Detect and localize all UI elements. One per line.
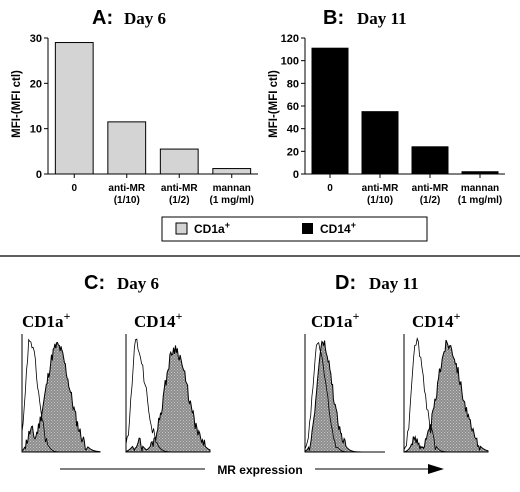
panel-d-title: Day 11 bbox=[369, 274, 419, 293]
chart-a-bar bbox=[212, 168, 252, 175]
chart-a-xtick-sublabel: (1/2) bbox=[169, 195, 190, 206]
chart-a-ytick-label: 10 bbox=[30, 124, 42, 136]
histogram-group bbox=[21, 334, 489, 453]
hist-c-cd1a-filled-histogram bbox=[21, 341, 101, 453]
panel-c-letter: C: bbox=[84, 272, 105, 294]
chart-b-xtick-label: mannan bbox=[461, 183, 499, 194]
chart-a-xtick-sublabel: (1 mg/ml) bbox=[210, 195, 254, 206]
legend-swatch-cd1a bbox=[175, 222, 188, 235]
mr-expression-arrowhead bbox=[428, 464, 444, 474]
legend: CD1a+ CD14+ bbox=[161, 216, 428, 242]
chart-b-bar bbox=[361, 111, 399, 175]
hist-label-c-cd14: CD14+ bbox=[134, 309, 183, 331]
chart-b-ytick-label: 80 bbox=[287, 78, 299, 90]
chart-b-ytick-label: 100 bbox=[281, 56, 299, 68]
chart-a-xtick-label: anti-MR bbox=[108, 183, 145, 194]
chart-a-xtick-sublabel: (1/10) bbox=[114, 195, 140, 206]
chart-b-bar bbox=[411, 146, 449, 175]
mr-expression-label-bg bbox=[205, 460, 315, 478]
chart-b-ylabel: MFI-(MFI ctl) bbox=[268, 70, 280, 138]
panel-b-letter: B: bbox=[323, 7, 344, 29]
chart-a-xtick-label: mannan bbox=[213, 183, 251, 194]
chart-b-xtick-label: 0 bbox=[327, 183, 333, 194]
chart-a-xtick-label: anti-MR bbox=[161, 183, 198, 194]
chart-a-bar bbox=[54, 42, 94, 175]
chart-b-xtick-sublabel: (1 mg/ml) bbox=[458, 195, 502, 206]
chart-b-bar bbox=[461, 171, 499, 175]
hist-c-cd14-filled-histogram bbox=[125, 345, 211, 453]
chart-b-ytick-label: 0 bbox=[293, 169, 299, 181]
chart-b-xtick-sublabel: (1/10) bbox=[367, 195, 393, 206]
panel-b-title: Day 11 bbox=[357, 9, 407, 28]
hist-d-cd14-filled-histogram bbox=[403, 339, 489, 453]
chart-a-bar bbox=[159, 148, 199, 175]
panel-a-letter: A: bbox=[92, 7, 113, 29]
panel-a-title: Day 6 bbox=[124, 9, 166, 28]
chart-b-bar bbox=[311, 47, 349, 175]
chart-a-ytick-label: 30 bbox=[30, 33, 42, 45]
legend-frame bbox=[161, 216, 428, 242]
chart-b-ytick-label: 60 bbox=[287, 101, 299, 113]
chart-b-xtick-label: anti-MR bbox=[362, 183, 399, 194]
hist-label-c-cd1a: CD1a+ bbox=[22, 309, 71, 331]
legend-swatch-cd14 bbox=[302, 223, 313, 234]
chart-a-xtick-label: 0 bbox=[71, 183, 77, 194]
legend-label-cd1a: CD1a+ bbox=[194, 220, 230, 236]
chart-a-ylabel: MFI-(MFI ctl) bbox=[11, 70, 23, 138]
panel-d-letter: D: bbox=[335, 272, 356, 294]
chart-a-bar bbox=[107, 121, 147, 175]
chart-b-ytick-label: 40 bbox=[287, 124, 299, 136]
mr-expression-label: MR expression bbox=[217, 463, 302, 477]
hist-d-cd1a-filled-histogram bbox=[304, 340, 385, 453]
panel-c-title: Day 6 bbox=[117, 274, 159, 293]
chart-a-ytick-label: 0 bbox=[36, 169, 42, 181]
hist-label-d-cd1a: CD1a+ bbox=[311, 309, 360, 331]
hist-label-d-cd14: CD14+ bbox=[412, 309, 461, 331]
chart-b-xtick-sublabel: (1/2) bbox=[420, 195, 441, 206]
chart-a-ytick-label: 20 bbox=[30, 78, 42, 90]
legend-label-cd14: CD14+ bbox=[320, 220, 356, 236]
chart-b-ytick-label: 120 bbox=[281, 33, 299, 45]
chart-b-xtick-label: anti-MR bbox=[412, 183, 449, 194]
chart-b-ytick-label: 20 bbox=[287, 146, 299, 158]
